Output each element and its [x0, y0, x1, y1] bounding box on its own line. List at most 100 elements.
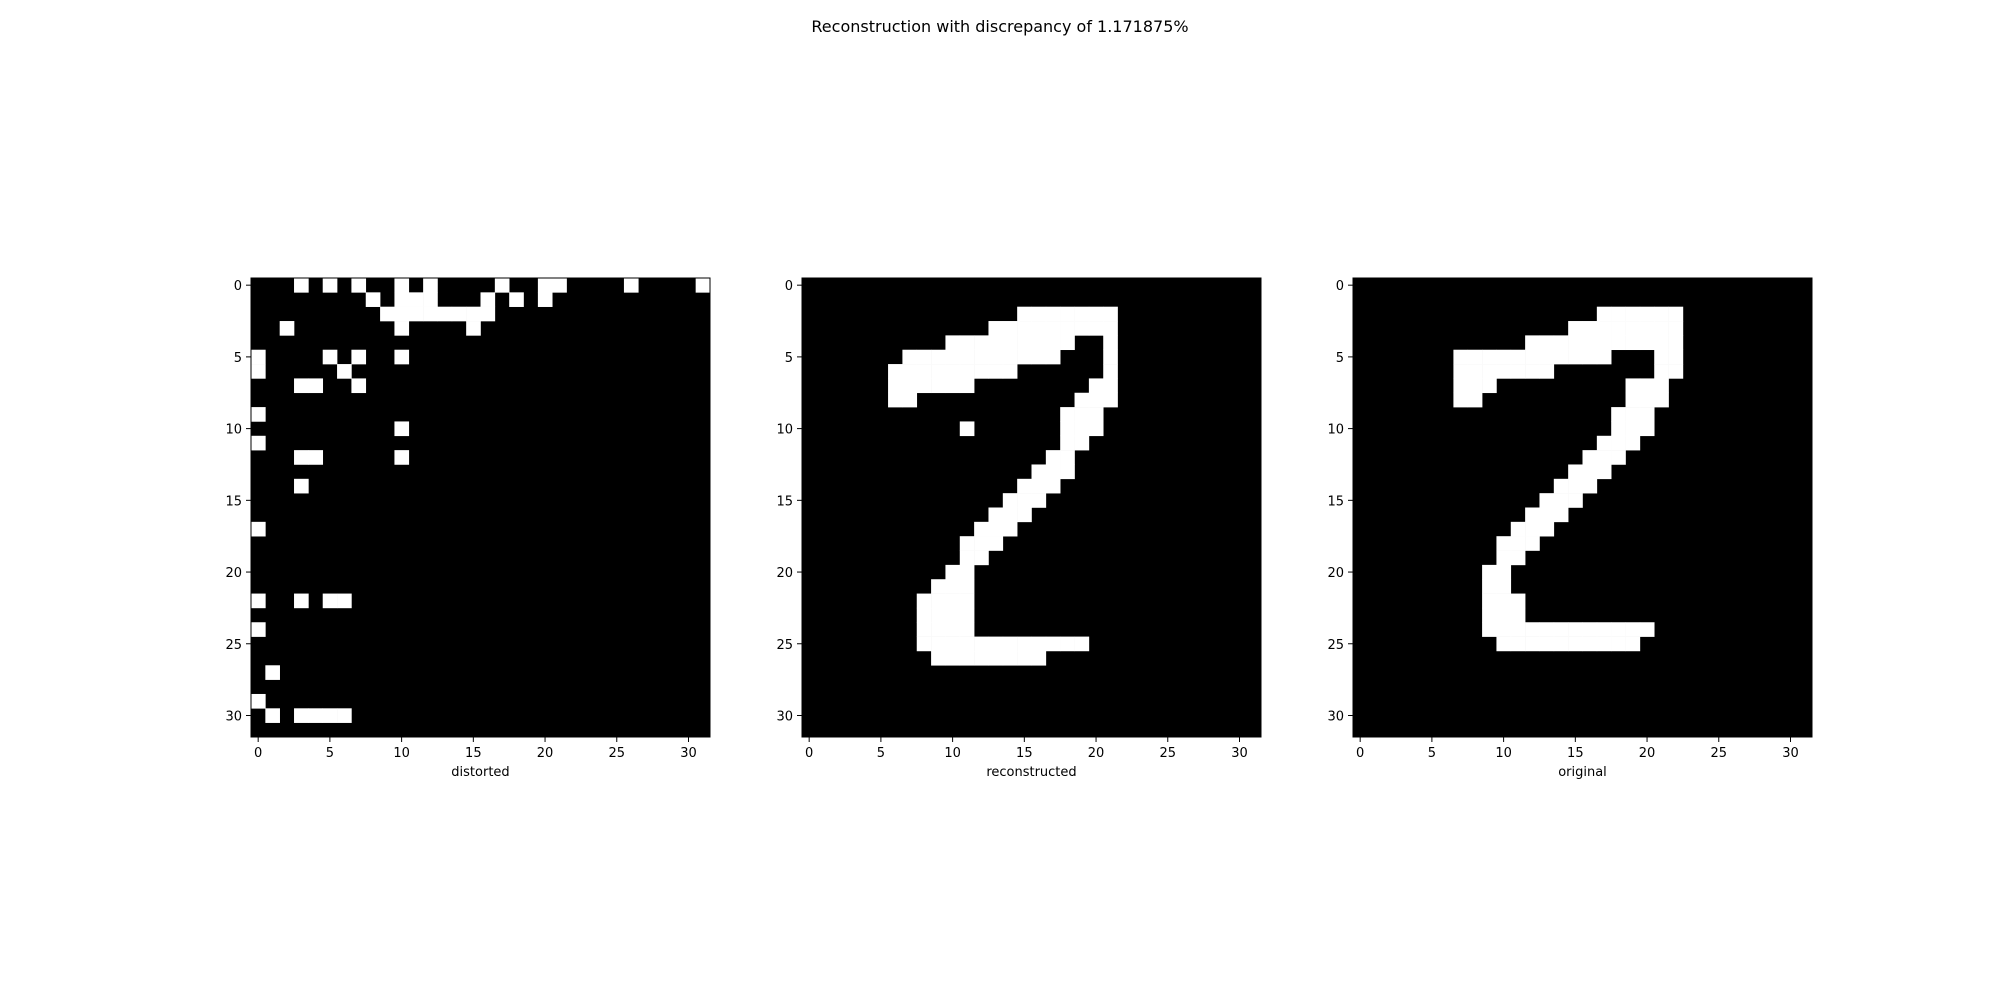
heatmap-cell [916, 378, 932, 394]
x-tick-label: 30 [680, 746, 697, 761]
x-axis-label-reconstructed: reconstructed [986, 765, 1076, 780]
heatmap-cell [1539, 335, 1555, 351]
heatmap-cell [308, 708, 324, 723]
heatmap-cell [1539, 349, 1555, 365]
heatmap-cell [1611, 450, 1626, 465]
heatmap-cell [1510, 593, 1526, 609]
heatmap-cell [988, 321, 1004, 336]
heatmap-cell [945, 650, 961, 666]
heatmap-cell [1060, 407, 1075, 422]
heatmap-cell [1453, 392, 1469, 408]
heatmap-cell [959, 593, 975, 609]
heatmap-cell [1496, 579, 1512, 594]
heatmap-cell [1482, 349, 1497, 365]
heatmap-cell [1611, 306, 1626, 322]
heatmap-cell [1031, 335, 1047, 351]
heatmap-cell [959, 650, 975, 666]
heatmap-cell [974, 636, 989, 652]
heatmap-cell [408, 292, 424, 307]
x-tick-label: 15 [1567, 746, 1584, 761]
y-tick-label: 30 [776, 709, 793, 724]
heatmap-cell [308, 378, 324, 394]
heatmap-cell [1625, 421, 1641, 437]
heatmap-cell [1639, 392, 1655, 408]
heatmap-cell [1625, 335, 1641, 351]
heatmap-cell [1510, 521, 1526, 537]
x-axis-label-original: original [1558, 765, 1607, 780]
heatmap-cell [1467, 392, 1483, 408]
heatmap-cell [351, 349, 367, 365]
heatmap-cell [945, 579, 961, 594]
heatmap-cell [1553, 478, 1569, 494]
heatmap-cell [480, 292, 496, 307]
heatmap-cell [931, 622, 946, 637]
heatmap-cell [988, 536, 1004, 551]
heatmap-cell [1002, 493, 1018, 508]
heatmap-cell [365, 292, 381, 307]
heatmap-cell [1031, 306, 1047, 322]
y-tick-label: 20 [225, 566, 242, 581]
heatmap-cell [1510, 636, 1526, 652]
heatmap-cell [1031, 478, 1047, 494]
heatmap-cell [902, 349, 918, 365]
heatmap-cell [1088, 392, 1104, 408]
y-tick-label: 0 [1336, 279, 1344, 294]
heatmap-cell [988, 507, 1004, 523]
heatmap-cell [1596, 335, 1612, 351]
y-tick-label: 10 [1327, 423, 1344, 438]
heatmap-cell [1582, 464, 1598, 480]
heatmap-cell [451, 306, 467, 322]
heatmap-cell [1668, 349, 1684, 365]
heatmap-cell [931, 593, 946, 609]
heatmap-cell [945, 607, 961, 623]
heatmap-cell [1654, 335, 1669, 351]
heatmap-cell [1060, 450, 1075, 465]
heatmap-cell [1088, 421, 1104, 437]
heatmap-cell [988, 636, 1004, 652]
heatmap-cell [322, 349, 338, 365]
heatmap-cell [959, 421, 975, 437]
heatmap-cell [916, 364, 932, 379]
heatmap-cell [1539, 493, 1555, 508]
y-tick-label: 10 [225, 423, 242, 438]
heatmap-cell [1103, 321, 1118, 336]
heatmap-cell [959, 607, 975, 623]
heatmap-cell [1496, 636, 1512, 652]
heatmap-cell [1074, 435, 1090, 451]
heatmap-cell [1031, 493, 1047, 508]
y-tick-label: 25 [1327, 638, 1344, 653]
heatmap-cell [959, 364, 975, 379]
heatmap-cell [888, 364, 903, 379]
heatmap-cell [959, 579, 975, 594]
heatmap-cell [1453, 349, 1469, 365]
heatmap-cell [1553, 507, 1569, 523]
heatmap-cell [251, 435, 266, 451]
heatmap-cell [380, 306, 395, 322]
heatmap-cell [1496, 607, 1512, 623]
heatmap-cell [1002, 521, 1018, 537]
heatmap-cell [1582, 321, 1598, 336]
heatmap-cell [480, 306, 496, 322]
heatmap-cell [1596, 349, 1612, 365]
heatmap-cell [916, 622, 932, 637]
heatmap-cell [1654, 364, 1669, 379]
heatmap-cell [1496, 536, 1512, 551]
heatmap-cell [251, 407, 266, 422]
heatmap-cell [294, 378, 309, 394]
heatmap-cell [466, 321, 481, 336]
x-tick-label: 10 [393, 746, 410, 761]
heatmap-cell [945, 349, 961, 365]
heatmap-cell [1482, 593, 1497, 609]
heatmap-cell [1060, 306, 1075, 322]
x-tick-label: 30 [1231, 746, 1248, 761]
heatmap-cell [251, 521, 266, 537]
heatmap-cell [1045, 321, 1061, 336]
heatmap-cell [959, 636, 975, 652]
heatmap-cells [1453, 306, 1684, 652]
heatmap-cell [1002, 321, 1018, 336]
heatmap-cell [1103, 335, 1118, 351]
heatmap-cell [988, 335, 1004, 351]
heatmap-cell [1017, 507, 1032, 523]
heatmap-cell [423, 278, 438, 293]
heatmap-cell [1088, 321, 1104, 336]
